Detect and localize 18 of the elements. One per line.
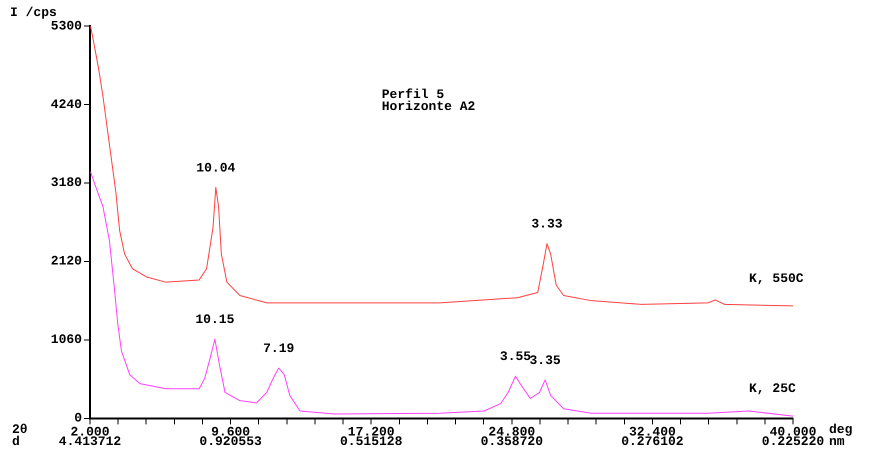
text: Perfil 5 Horizonte A2 (382, 87, 476, 114)
x-axis-title: 2θ d (12, 422, 28, 449)
series-label: K, 550C (749, 270, 804, 286)
y-tick-label: 3180 (50, 175, 82, 190)
annotation: 10.15 (195, 312, 235, 328)
annotation: 3.35 (529, 352, 561, 368)
text: deg nm (829, 422, 853, 449)
y-tick-label: 2120 (50, 254, 82, 269)
annotation: 10.04 (196, 160, 236, 176)
y-tick-label: 4240 (50, 96, 82, 112)
annotation: 7.19 (263, 341, 294, 356)
series-label: K, 25C (749, 381, 796, 396)
y-tick-label: 5300 (50, 18, 82, 34)
y-tick-label: 1060 (50, 332, 82, 348)
annotation: 3.33 (531, 216, 563, 232)
y-axis-title: I /cps (10, 5, 58, 20)
y-tick-label: 0 (74, 410, 82, 426)
annotation: 3.55 (500, 349, 532, 364)
